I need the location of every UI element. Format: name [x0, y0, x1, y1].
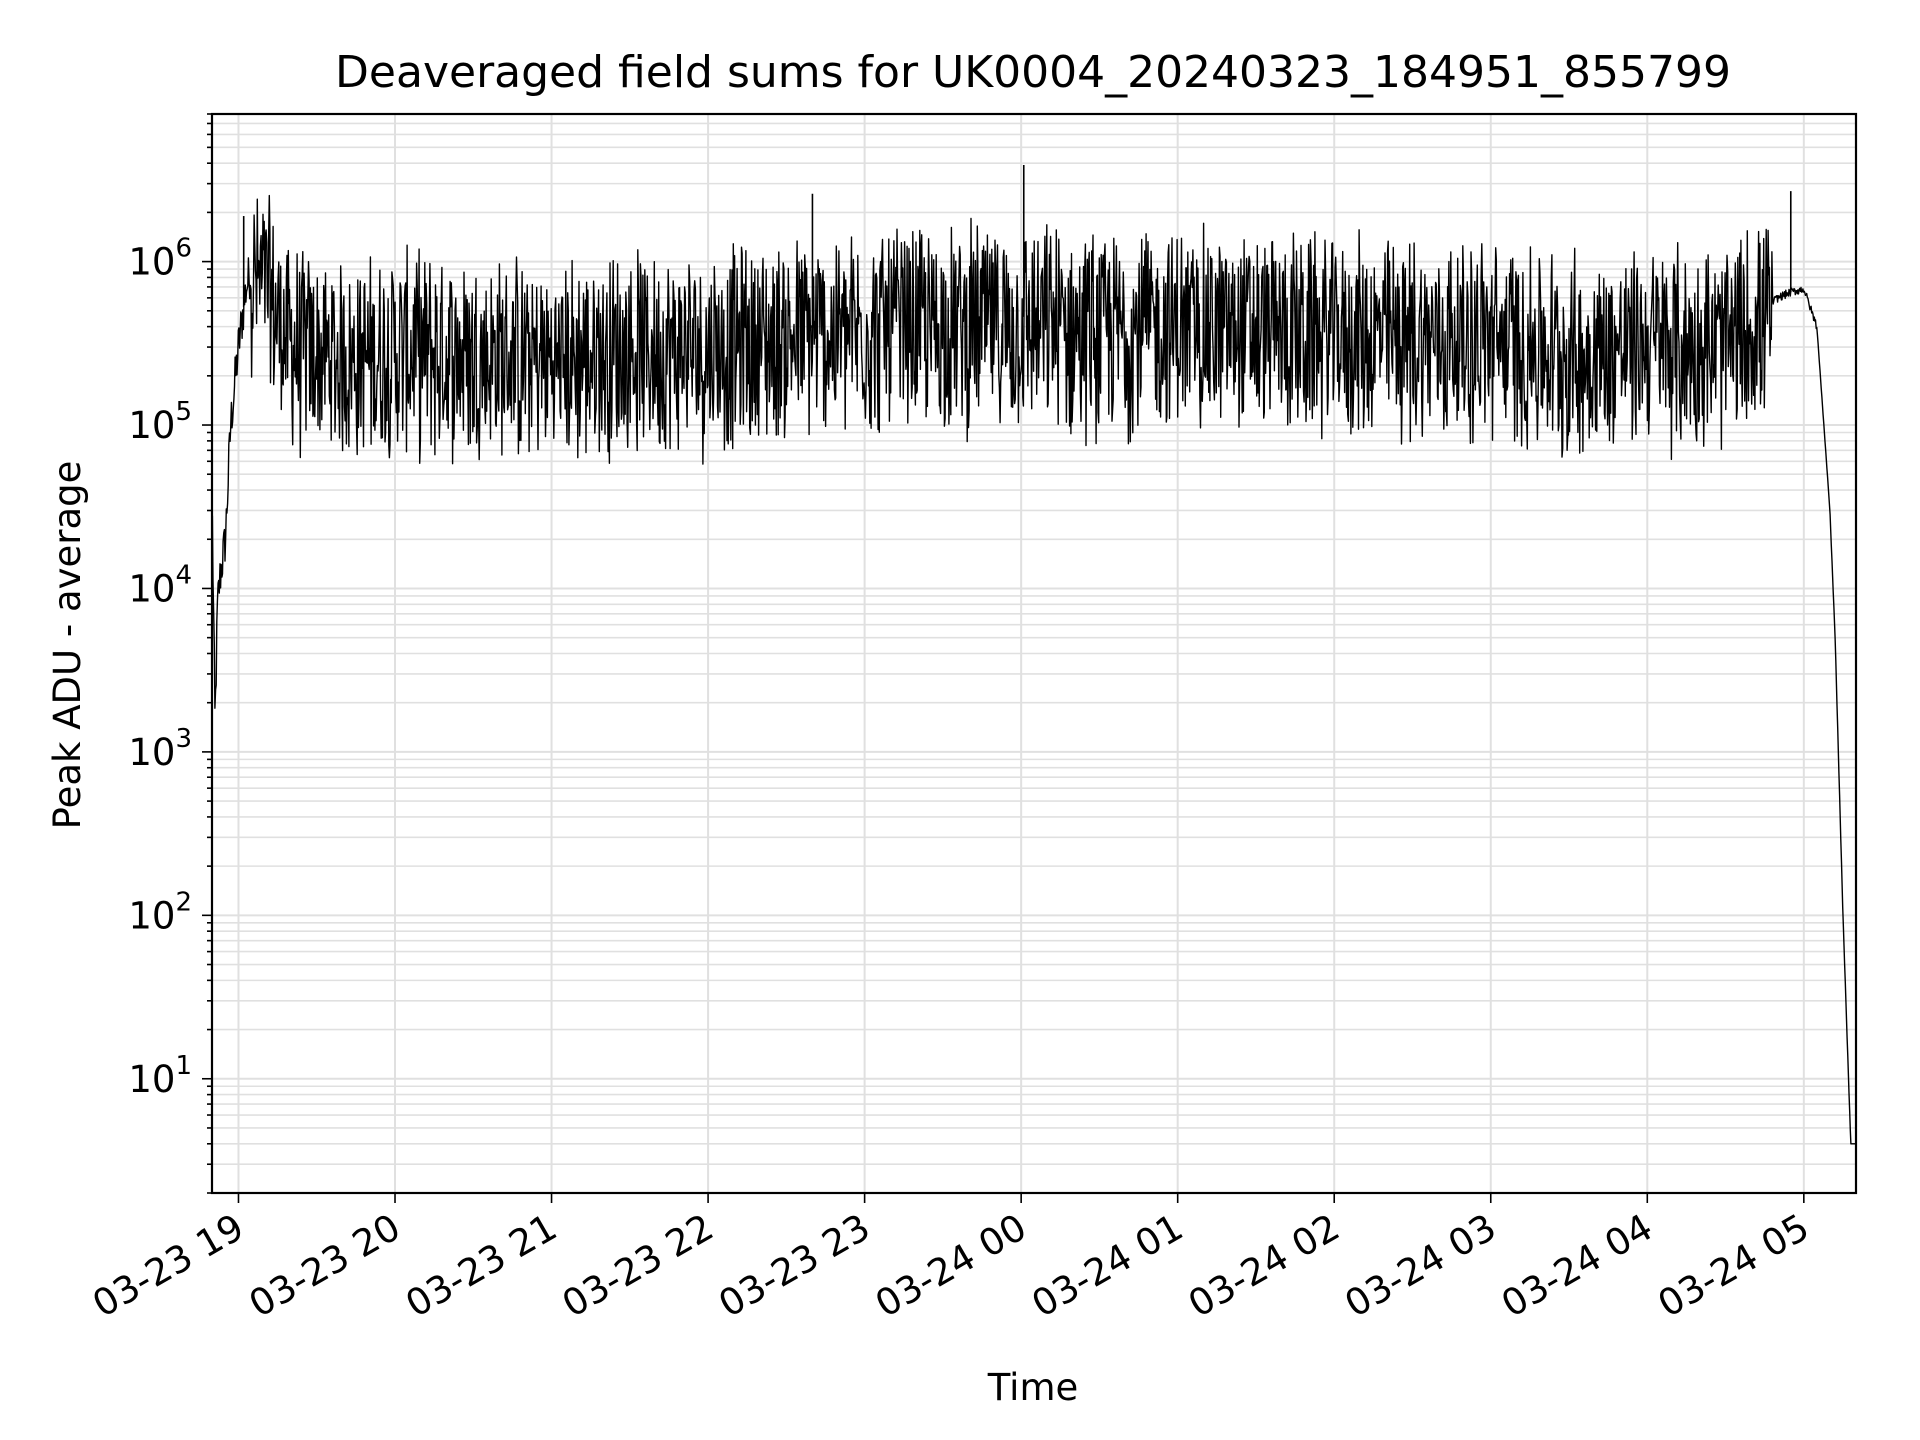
y-axis: 101 102 103 104 105 106	[128, 113, 212, 1194]
x-axis-label: Time	[987, 1366, 1079, 1409]
y-tick-label: 106	[128, 234, 192, 284]
grid	[212, 113, 1856, 1194]
y-tick-label: 102	[128, 887, 192, 937]
y-tick-label: 103	[128, 724, 192, 774]
y-tick-label: 104	[128, 560, 192, 610]
chart-title: Deaveraged field sums for UK0004_2024032…	[335, 47, 1731, 98]
y-axis-label: Peak ADU - average	[46, 461, 89, 830]
series-line	[211, 194, 1857, 1145]
y-tick-label: 101	[128, 1051, 192, 1101]
data-series	[211, 164, 1857, 1145]
y-tick-label: 105	[128, 397, 192, 447]
